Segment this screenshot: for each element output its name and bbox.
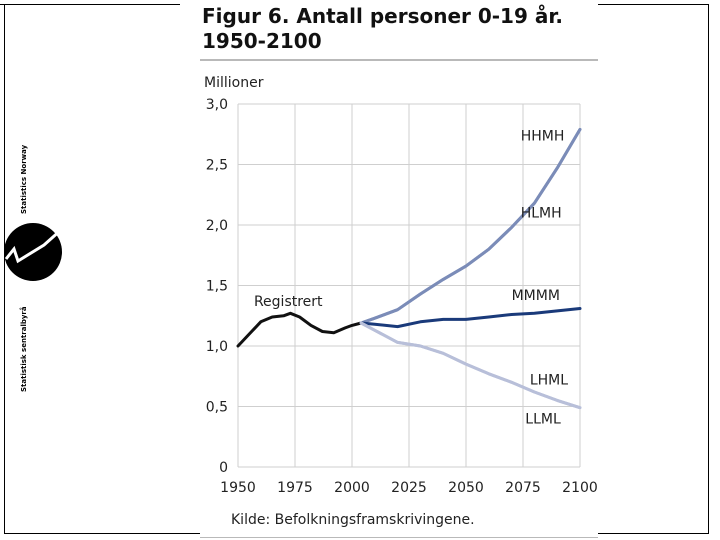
series-line-hlmh <box>359 127 582 325</box>
y-tick-label: 1,5 <box>206 279 228 295</box>
y-tick-label: 0 <box>219 460 228 476</box>
x-tick-label: 2100 <box>562 480 598 496</box>
ssb-logo: Statistics Norway Statistisk sentralbyrå <box>0 130 70 392</box>
y-tick-label: 2,5 <box>206 158 228 174</box>
series-label-lhml: LHML <box>530 373 568 389</box>
series-line-registrert <box>236 311 363 348</box>
ssb-logo-circle-icon <box>4 223 63 281</box>
x-tick-label: 1950 <box>220 480 256 496</box>
source-note: Kilde: Befolkningsframskrivingene. <box>231 512 475 528</box>
bottom-divider <box>200 537 598 538</box>
y-axis-label: Millioner <box>204 75 264 91</box>
series-line-llml <box>359 321 582 410</box>
frame-left-line <box>4 4 5 534</box>
figure-title: Figur 6. Antall personer 0-19 år. 1950-2… <box>202 4 563 54</box>
series-label-hhmh: HHMH <box>521 128 565 144</box>
frame-top-right-line <box>598 4 708 5</box>
y-tick-labels: 0 0,5 1,0 1,5 2,0 2,5 3,0 <box>206 97 228 476</box>
y-tick-label: 0,5 <box>206 400 228 416</box>
frame-bottom-right-line <box>598 533 709 534</box>
grid-layer <box>237 103 581 468</box>
frame-bottom-left-line <box>4 533 200 534</box>
series-line-mmmm <box>359 307 582 329</box>
figure-title-line1: Figur 6. Antall personer 0-19 år. <box>202 4 563 28</box>
y-tick-label: 1,0 <box>206 339 228 355</box>
x-tick-label: 2000 <box>334 480 370 496</box>
y-tick-label: 2,0 <box>206 218 228 234</box>
series-label-mmmm: MMMM <box>512 288 560 304</box>
figure-title-line2: 1950-2100 <box>202 29 322 53</box>
frame-top-left-line <box>0 4 180 5</box>
x-tick-label: 2050 <box>448 480 484 496</box>
x-tick-label: 2025 <box>391 480 427 496</box>
series-label-llml: LLML <box>525 411 561 427</box>
series-label-hlmh: HLMH <box>521 206 562 222</box>
series-label-registrert: Registrert <box>254 294 323 310</box>
series-layer <box>236 127 582 410</box>
x-tick-label: 1975 <box>277 480 313 496</box>
x-tick-label: 2075 <box>505 480 541 496</box>
frame-right-line <box>708 4 709 534</box>
title-divider <box>200 59 598 61</box>
annotation-layer: Registrert HHMH HLMH MMMM LHML LLML <box>254 128 568 427</box>
y-tick-label: 3,0 <box>206 97 228 113</box>
x-tick-labels: 1950 1975 2000 2025 2050 2075 2100 <box>220 480 598 496</box>
